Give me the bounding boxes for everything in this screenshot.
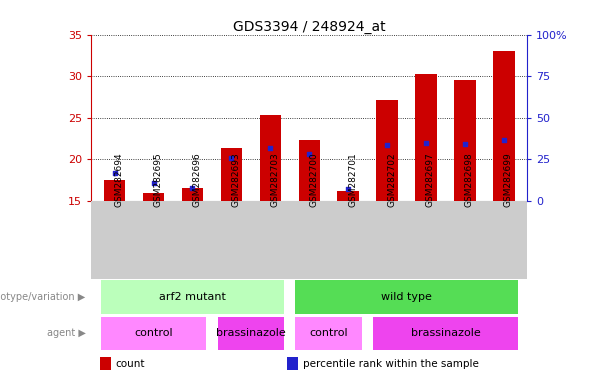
Text: brassinazole: brassinazole xyxy=(216,328,286,338)
Text: agent ▶: agent ▶ xyxy=(47,328,85,338)
Text: GSM282695: GSM282695 xyxy=(154,152,163,207)
Bar xyxy=(376,100,398,201)
Bar xyxy=(101,280,284,314)
Text: count: count xyxy=(115,359,145,369)
Point xyxy=(343,186,353,192)
Text: GSM282694: GSM282694 xyxy=(115,152,124,207)
Point xyxy=(110,170,120,177)
Text: GSM282702: GSM282702 xyxy=(387,152,396,207)
Bar xyxy=(182,189,203,201)
Title: GDS3394 / 248924_at: GDS3394 / 248924_at xyxy=(233,20,386,33)
Bar xyxy=(143,192,164,201)
Point xyxy=(188,184,197,190)
Bar xyxy=(104,180,125,201)
Bar xyxy=(493,51,515,201)
Bar xyxy=(299,140,320,201)
Text: GSM282700: GSM282700 xyxy=(309,152,318,207)
Bar xyxy=(415,74,436,201)
Text: GSM282696: GSM282696 xyxy=(193,152,201,207)
Bar xyxy=(217,317,284,350)
Bar xyxy=(296,280,518,314)
Text: arf2 mutant: arf2 mutant xyxy=(159,292,226,302)
Bar xyxy=(454,80,475,201)
Bar xyxy=(260,115,281,201)
Bar xyxy=(373,317,518,350)
Point xyxy=(227,154,236,161)
Text: GSM282693: GSM282693 xyxy=(231,152,240,207)
Bar xyxy=(221,149,242,201)
Text: wild type: wild type xyxy=(381,292,432,302)
Text: control: control xyxy=(134,328,173,338)
Point xyxy=(382,142,392,148)
Point xyxy=(305,151,314,157)
Bar xyxy=(287,357,298,370)
Point xyxy=(499,137,508,143)
Text: genotype/variation ▶: genotype/variation ▶ xyxy=(0,292,85,302)
Text: GSM282703: GSM282703 xyxy=(270,152,279,207)
Text: GSM282701: GSM282701 xyxy=(348,152,357,207)
Bar xyxy=(100,357,111,370)
Text: GSM282699: GSM282699 xyxy=(504,152,513,207)
Bar xyxy=(101,317,206,350)
Text: GSM282697: GSM282697 xyxy=(426,152,435,207)
Text: brassinazole: brassinazole xyxy=(411,328,480,338)
Point xyxy=(460,141,469,147)
Text: control: control xyxy=(309,328,348,338)
Point xyxy=(149,179,158,185)
Bar xyxy=(296,317,362,350)
Text: GSM282698: GSM282698 xyxy=(465,152,474,207)
Text: percentile rank within the sample: percentile rank within the sample xyxy=(303,359,478,369)
Point xyxy=(421,140,431,146)
Bar xyxy=(337,191,359,201)
Point xyxy=(266,146,275,152)
